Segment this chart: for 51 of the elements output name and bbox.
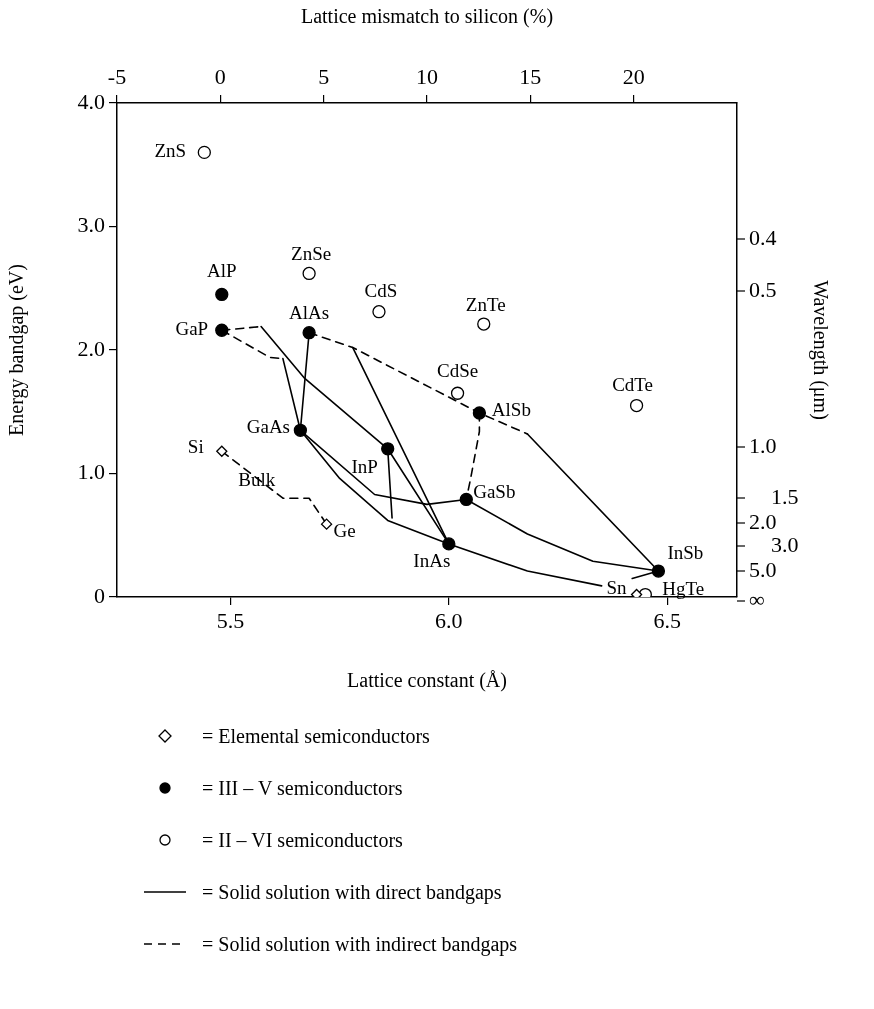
annotation: InAs (413, 549, 451, 571)
annotation: CdS (364, 279, 398, 301)
annotation: GaSb (473, 481, 516, 503)
x-tick-label: 5.5 (216, 607, 245, 633)
annotation: AlP (207, 260, 237, 282)
y-tick-label: 1.0 (77, 459, 105, 485)
x2-tick-label: -5 (107, 63, 127, 89)
annotation: HgTe (662, 577, 705, 599)
annotation: CdSe (436, 360, 479, 382)
x2-tick-label: 5 (318, 63, 330, 89)
annotation: GaAs (246, 416, 291, 438)
x2-tick-label: 20 (622, 63, 645, 89)
x2-tick-label: 15 (519, 63, 542, 89)
annotation: CdTe (612, 373, 654, 395)
y-tick-label: 2.0 (77, 335, 105, 361)
y-tick-label: 4.0 (77, 88, 105, 114)
y-tick-label: 0 (94, 582, 105, 608)
legend-label: = Solid solution with indirect bandgaps (202, 932, 518, 956)
annotation: Ge (333, 520, 356, 542)
text: 3.0 (771, 531, 799, 557)
x2-axis-title: Lattice mismatch to silicon (%) (300, 5, 554, 29)
annotation: AlAs (289, 301, 330, 323)
annotation: Bulk (238, 468, 276, 490)
legend-label: = III – V semiconductors (202, 776, 403, 800)
text: 0.4 (749, 224, 777, 250)
legend-label: = Solid solution with direct bandgaps (202, 880, 502, 904)
x2-tick-label: 10 (416, 63, 438, 89)
annotation: ZnS (154, 140, 187, 162)
text: 1.0 (749, 432, 777, 458)
text: 5.0 (749, 556, 777, 582)
x2-tick-label: 0 (214, 63, 226, 89)
annotation: Sn (606, 576, 628, 598)
annotation: AlSb (491, 398, 531, 420)
x-axis-title: Lattice constant (Å) (347, 669, 507, 693)
legend-label: = Elemental semiconductors (202, 724, 430, 748)
text: ∞ (749, 586, 765, 612)
x-tick-label: 6.5 (653, 607, 681, 633)
y-axis-title: Energy bandgap (eV) (5, 264, 29, 436)
annotation: InP (351, 455, 378, 477)
annotation: GaP (175, 318, 209, 340)
text: 2.0 (749, 508, 777, 534)
annotation: InSb (667, 542, 704, 564)
y2-axis-title: Wavelength (μm) (808, 280, 832, 420)
text: 0.5 (749, 276, 777, 302)
legend-label: = II – VI semiconductors (202, 828, 403, 852)
text: 1.5 (771, 483, 799, 509)
annotation: ZnSe (291, 243, 332, 265)
x-tick-label: 6.0 (435, 607, 463, 633)
annotation: ZnTe (465, 294, 506, 316)
y-tick-label: 3.0 (77, 212, 105, 238)
annotation: Si (187, 436, 204, 458)
